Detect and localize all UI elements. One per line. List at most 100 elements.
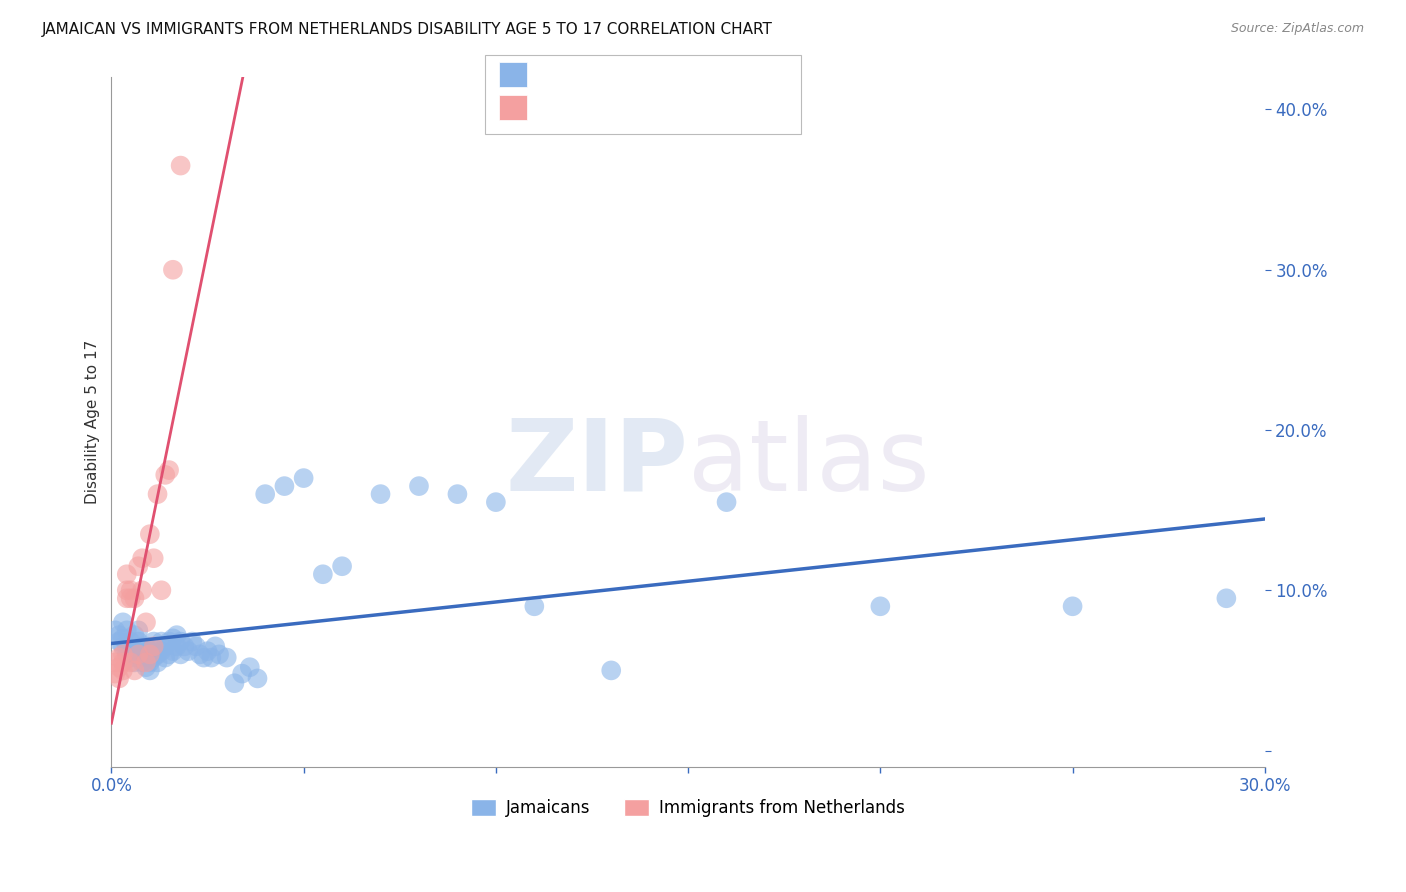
Point (155, 640, 177, 654)
Point (139, 527, 162, 541)
Point (131, 648, 153, 662)
Point (292, 471, 315, 485)
Point (127, 650, 149, 665)
Point (131, 640, 153, 654)
Point (108, 628, 131, 642)
Point (408, 479, 430, 493)
Point (330, 559, 353, 574)
Point (124, 656, 146, 670)
Point (193, 650, 215, 665)
Point (184, 640, 207, 654)
Point (150, 634, 173, 648)
Point (108, 672, 131, 686)
Point (127, 624, 149, 638)
Point (115, 624, 138, 638)
Point (104, 656, 127, 670)
Point (115, 640, 138, 654)
Point (127, 644, 149, 658)
Point (155, 650, 177, 665)
Text: N =: N = (651, 66, 703, 84)
Point (135, 660, 157, 674)
Point (523, 599, 546, 614)
Point (104, 666, 127, 681)
Point (127, 648, 149, 662)
Point (150, 644, 173, 658)
Point (215, 650, 238, 665)
Point (115, 567, 138, 582)
Point (600, 664, 623, 678)
Point (166, 628, 188, 642)
Text: 0.143: 0.143 (578, 66, 634, 84)
Point (224, 676, 246, 690)
Point (1062, 599, 1084, 614)
Point (142, 640, 165, 654)
Point (254, 487, 277, 501)
Point (169, 648, 191, 662)
Point (131, 551, 153, 566)
Point (120, 591, 142, 606)
Point (111, 615, 134, 630)
Point (124, 664, 146, 678)
Point (139, 664, 162, 678)
Y-axis label: Disability Age 5 to 17: Disability Age 5 to 17 (86, 340, 100, 504)
Point (135, 640, 157, 654)
Point (111, 640, 134, 654)
Point (370, 487, 392, 501)
Point (120, 656, 142, 670)
Point (135, 656, 157, 670)
Point (115, 591, 138, 606)
Point (127, 634, 149, 648)
Point (135, 615, 157, 630)
Point (146, 648, 169, 662)
Point (124, 591, 146, 606)
Point (162, 632, 184, 646)
Point (485, 495, 508, 509)
Point (157, 463, 180, 477)
Point (200, 650, 222, 665)
Point (162, 644, 184, 658)
Point (155, 467, 177, 482)
Point (139, 656, 162, 670)
Point (166, 640, 188, 654)
Point (108, 660, 131, 674)
Point (181, 634, 204, 648)
Point (120, 644, 142, 658)
Text: 0.269: 0.269 (578, 100, 634, 118)
Point (173, 640, 195, 654)
Point (231, 666, 253, 681)
Text: R =: R = (536, 66, 575, 84)
Point (108, 634, 131, 648)
Point (146, 487, 169, 501)
Point (124, 628, 146, 642)
Point (142, 551, 165, 566)
Point (1215, 591, 1237, 606)
Point (716, 495, 738, 509)
Point (162, 262, 184, 277)
Point (111, 656, 134, 670)
Point (142, 644, 165, 658)
Point (188, 648, 211, 662)
Point (131, 656, 153, 670)
Point (146, 656, 169, 670)
Point (239, 660, 262, 674)
Point (139, 644, 162, 658)
Point (120, 634, 142, 648)
Legend: Jamaicans, Immigrants from Netherlands: Jamaicans, Immigrants from Netherlands (464, 792, 911, 823)
Point (111, 664, 134, 678)
Point (120, 583, 142, 598)
Point (142, 634, 165, 648)
Point (127, 559, 149, 574)
Point (197, 644, 219, 658)
Point (169, 634, 191, 648)
Text: atlas: atlas (688, 415, 929, 512)
Point (446, 487, 468, 501)
Point (131, 583, 153, 598)
Point (312, 567, 335, 582)
Point (135, 650, 157, 665)
Point (111, 648, 134, 662)
Point (157, 648, 180, 662)
Text: Source: ZipAtlas.com: Source: ZipAtlas.com (1230, 22, 1364, 36)
Point (869, 599, 891, 614)
Point (124, 648, 146, 662)
Point (150, 583, 173, 598)
